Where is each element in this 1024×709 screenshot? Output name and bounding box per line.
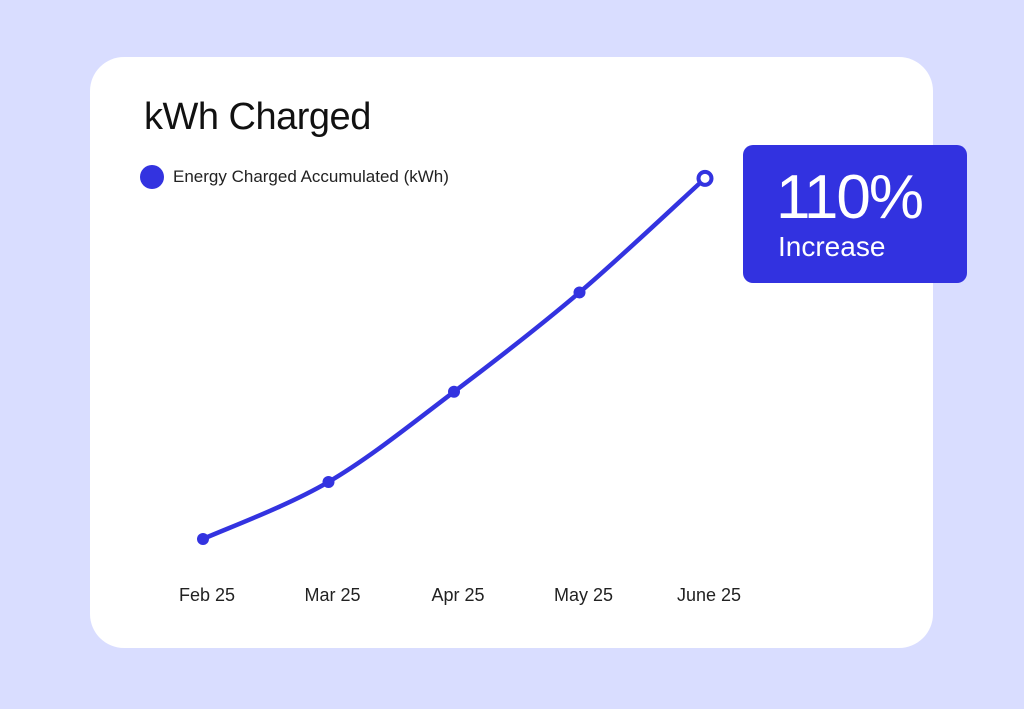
x-tick-label: Mar 25 bbox=[304, 585, 360, 605]
data-point bbox=[448, 385, 460, 398]
x-tick-label: Feb 25 bbox=[179, 585, 235, 605]
x-tick-label: Apr 25 bbox=[431, 585, 484, 605]
increase-badge: 110% Increase bbox=[743, 145, 967, 283]
legend: Energy Charged Accumulated (kWh) bbox=[140, 165, 449, 189]
badge-value: 110% bbox=[776, 163, 924, 232]
x-tick-label: June 25 bbox=[677, 585, 741, 605]
data-points-group bbox=[197, 169, 714, 545]
data-point-last bbox=[696, 169, 714, 187]
legend-label: Energy Charged Accumulated (kWh) bbox=[173, 167, 449, 186]
legend-marker bbox=[140, 165, 164, 189]
data-point bbox=[322, 475, 335, 488]
data-point bbox=[197, 533, 209, 545]
chart-title: kWh Charged bbox=[144, 96, 371, 138]
data-point bbox=[573, 286, 586, 299]
series-line-group bbox=[200, 176, 708, 542]
x-axis-ticks: Feb 25 Mar 25 Apr 25 May 25 June 25 bbox=[179, 585, 741, 605]
series-line bbox=[200, 176, 708, 542]
badge-label: Increase bbox=[778, 231, 886, 262]
x-tick-label: May 25 bbox=[554, 585, 613, 605]
